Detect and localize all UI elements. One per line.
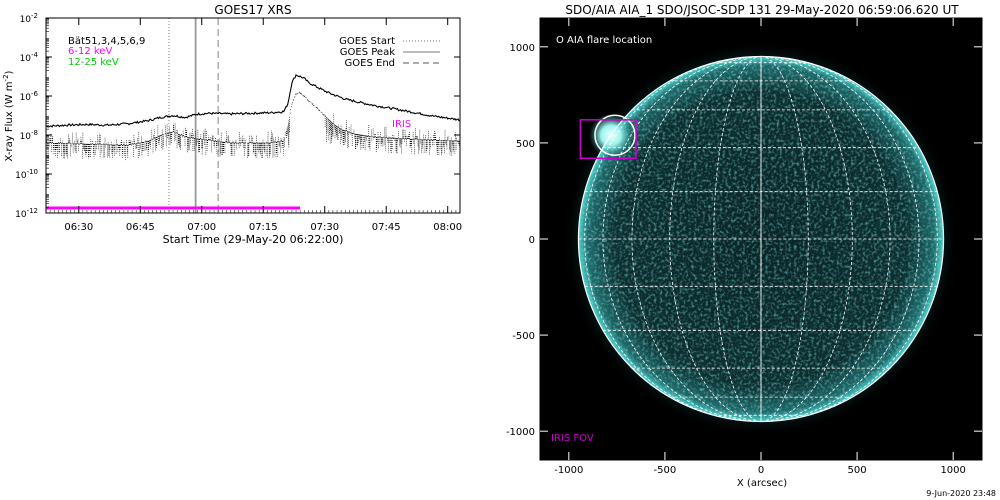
xrs-legend-left: Bät51,3,4,5,6,9 6-12 keV 12-25 keV — [68, 36, 145, 68]
aia-x-tick-label: 500 — [848, 465, 867, 476]
iris-annotation: IRIS — [392, 119, 411, 130]
xrs-title: GOES17 XRS — [214, 3, 291, 17]
aia-x-tick-label: 0 — [758, 465, 764, 476]
legend-6-12kev: 6-12 keV — [68, 46, 112, 57]
legend-detectors: Bät51,3,4,5,6,9 — [68, 36, 145, 47]
xrs-panel: GOES17 XRS 10-2 10-4 10-6 10-8 10-10 10-12 06… — [2, 3, 462, 246]
iris-fov-label: IRIS FOV — [551, 433, 594, 444]
aia-x-tick-label: -500 — [654, 465, 677, 476]
xrs-y-axis: 10-2 10-4 10-6 10-8 10-10 10-12 — [15, 12, 460, 220]
xrs-series-short — [46, 91, 460, 161]
aia-y-tick-label: 500 — [516, 139, 535, 150]
xrs-x-tick-label: 06:45 — [126, 222, 155, 233]
legend-goes-peak: GOES Peak — [340, 47, 395, 58]
aia-x-tick-label: 1000 — [940, 465, 965, 476]
xrs-y-tick-label: 10-6 — [20, 90, 39, 103]
aia-title: SDO/AIA AIA_1 SDO/JSOC-SDP 131 29-May-20… — [565, 3, 959, 17]
aia-y-tick-label: -500 — [512, 331, 535, 342]
xrs-y-axis-label-main: X-ray Flux (W m — [4, 81, 15, 161]
legend-12-25kev: 12-25 keV — [68, 57, 119, 68]
grid-longitude-line — [631, 56, 762, 422]
xrs-y-tick-label: 10-2 — [20, 12, 38, 25]
aia-x-tick-label: -1000 — [554, 465, 583, 476]
xrs-y-axis-label-end: ) — [4, 70, 15, 74]
aia-y-axis: 1000 500 0 -500 -1000 — [506, 43, 982, 438]
heliographic-grid — [578, 56, 944, 422]
iris-fov-box — [579, 119, 637, 160]
xrs-y-axis-label: X-ray Flux (W m-2) — [2, 70, 15, 161]
xrs-series-short-trace — [46, 91, 460, 161]
grid-longitude-line — [760, 56, 938, 422]
grid-longitude-line — [713, 56, 762, 422]
xrs-y-axis-label-sup: -2 — [2, 74, 10, 81]
aia-y-tick-label: -1000 — [506, 427, 535, 438]
grid-longitude-line — [669, 56, 762, 422]
grid-longitude-line — [760, 56, 853, 422]
grid-longitude-line — [760, 56, 809, 422]
xrs-x-tick-label: 07:15 — [249, 222, 278, 233]
xrs-y-tick-label: 10-8 — [20, 129, 38, 142]
grid-longitude-line — [584, 56, 762, 422]
xrs-y-tick-label: 10-12 — [15, 207, 38, 220]
xrs-frame — [45, 17, 461, 214]
xrs-x-tick-label: 07:45 — [372, 222, 401, 233]
aia-x-axis: -1000 -500 0 500 1000 — [554, 18, 966, 476]
aia-x-axis-label: X (arcsec) — [737, 478, 787, 489]
xrs-plot-area — [46, 18, 460, 213]
aia-y-tick-label: 0 — [529, 235, 535, 246]
xrs-plot-background — [46, 18, 460, 213]
xrs-y-tick-label: 10-10 — [15, 168, 38, 181]
xrs-x-axis-label: Start Time (29-May-20 06:22:00) — [163, 233, 344, 246]
xrs-x-tick-label: 07:00 — [187, 222, 216, 233]
xrs-series — [46, 73, 460, 161]
footer-date: 9-Jun-2020 23:48 — [926, 489, 996, 498]
aia-flare-legend: O AIA flare location — [556, 35, 652, 46]
xrs-x-axis: 06:30 06:45 07:00 07:15 07:30 07:45 08:00 — [45, 18, 462, 233]
aia-y-tick-label: 1000 — [510, 43, 535, 54]
grid-longitude-line — [760, 56, 891, 422]
xrs-legend-right: GOES Start GOES Peak GOES End — [339, 36, 440, 69]
xrs-series-long — [46, 73, 460, 128]
xrs-x-tick-label: 07:30 — [310, 222, 339, 233]
legend-goes-end: GOES End — [345, 58, 395, 69]
solar-limb — [577, 55, 945, 423]
flare-location-marker — [594, 114, 636, 156]
xrs-x-tick-label: 08:00 — [433, 222, 462, 233]
aia-panel: SDO/AIA AIA_1 SDO/JSOC-SDP 131 29-May-20… — [506, 3, 983, 489]
grid-longitude-line — [760, 56, 920, 422]
aia-legend: O AIA flare location — [556, 35, 652, 46]
grid-longitude-line — [602, 56, 762, 422]
xrs-y-tick-label: 10-4 — [20, 51, 39, 64]
legend-goes-start: GOES Start — [339, 36, 395, 47]
xrs-x-tick-label: 06:30 — [64, 222, 93, 233]
